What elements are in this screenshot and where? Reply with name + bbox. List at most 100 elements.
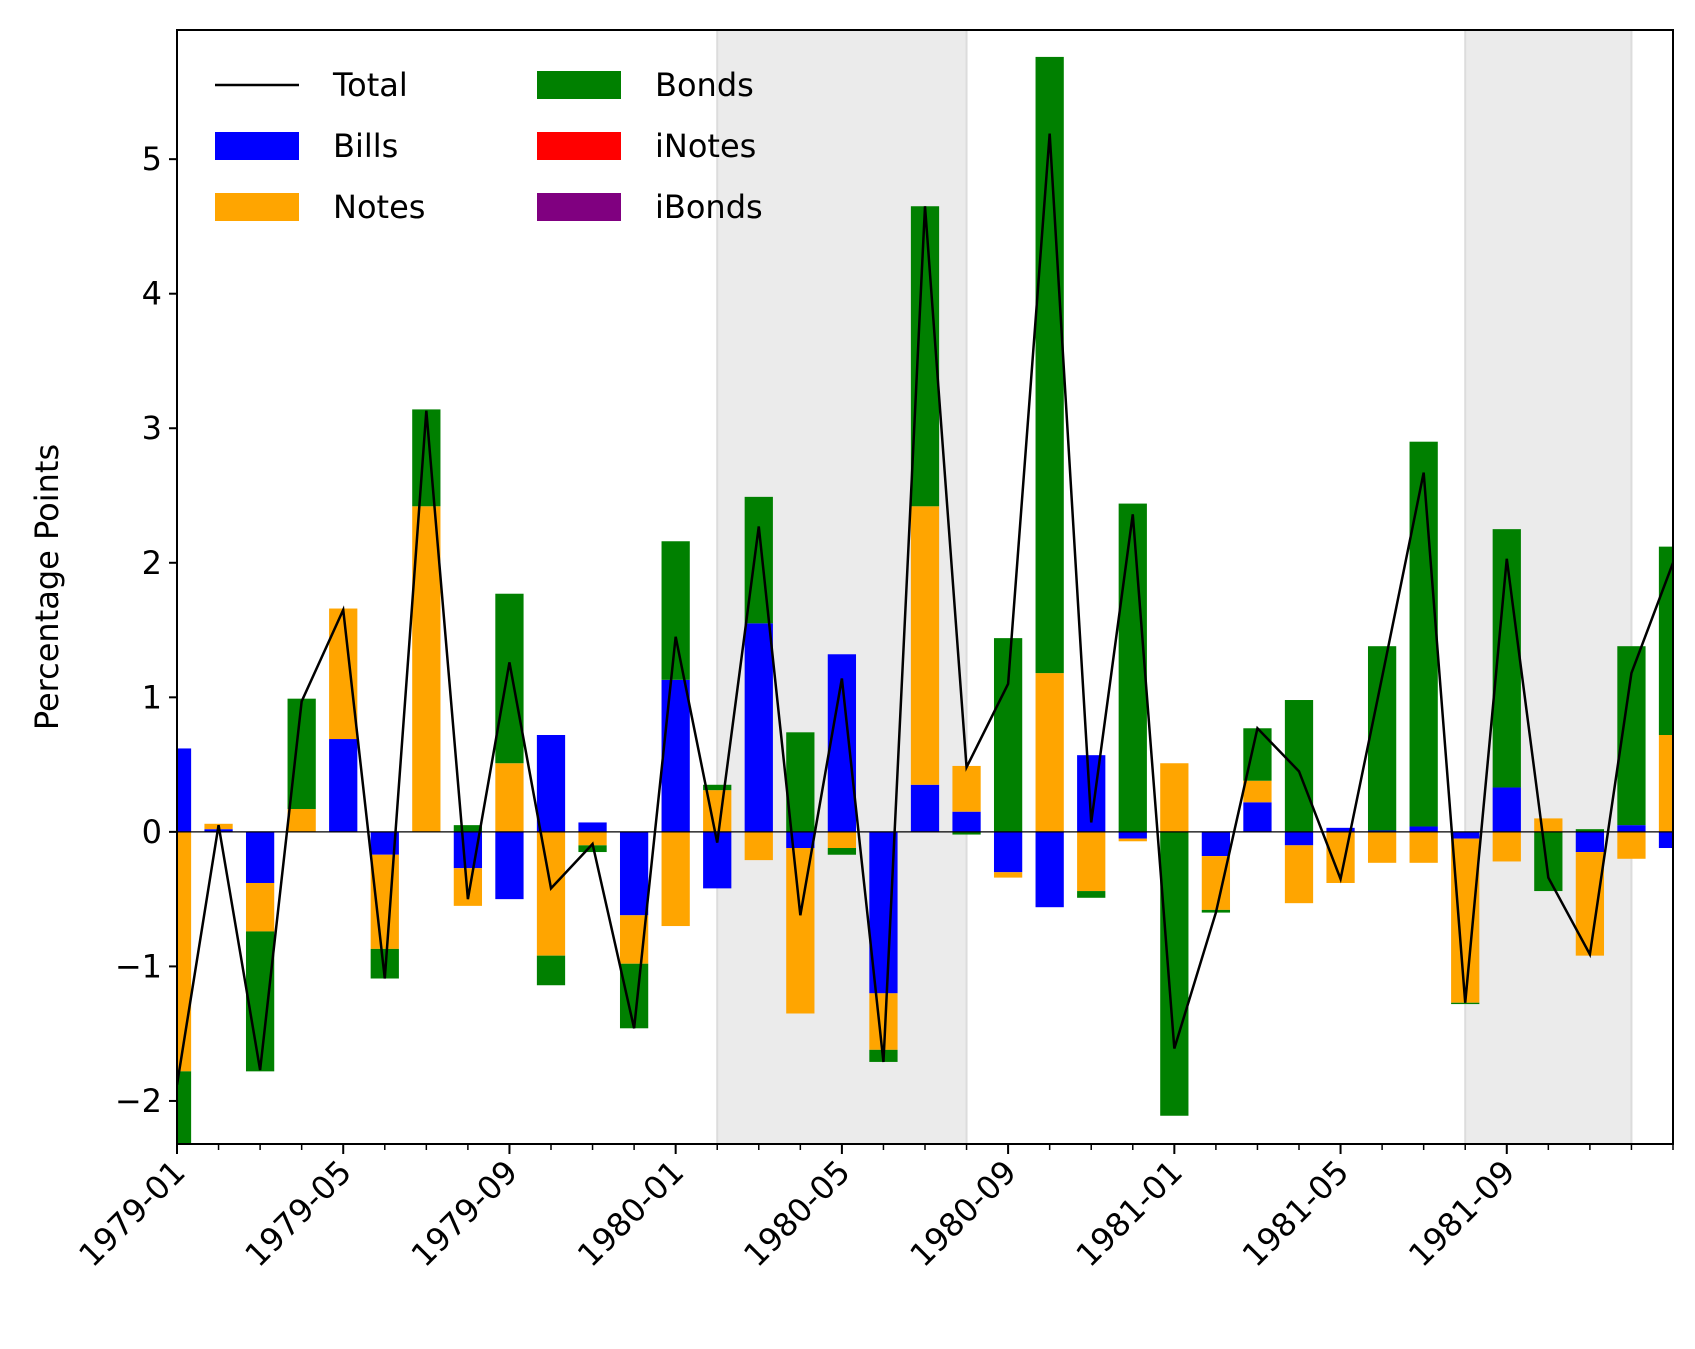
bar bbox=[1451, 831, 1480, 839]
bar bbox=[412, 506, 441, 832]
x-tick-label: 1979-01 bbox=[71, 1153, 192, 1274]
bar bbox=[1035, 56, 1064, 674]
bar bbox=[993, 872, 1023, 878]
bar bbox=[245, 931, 275, 1072]
bar bbox=[495, 593, 524, 764]
bar bbox=[910, 506, 940, 785]
bar bbox=[495, 831, 524, 900]
bar bbox=[370, 831, 399, 855]
bar bbox=[1492, 831, 1521, 862]
bar bbox=[1035, 673, 1064, 832]
bar bbox=[952, 765, 981, 812]
bar bbox=[536, 734, 566, 832]
bar bbox=[245, 882, 275, 932]
bar bbox=[177, 748, 192, 832]
legend-handle bbox=[215, 132, 299, 160]
bar bbox=[1160, 763, 1189, 832]
bar bbox=[744, 623, 773, 832]
legend-handle bbox=[537, 193, 621, 221]
bar bbox=[1492, 787, 1521, 832]
bar bbox=[1409, 831, 1438, 863]
x-tick-label: 1980-01 bbox=[570, 1153, 691, 1274]
bar bbox=[1201, 856, 1231, 910]
legend-label: iBonds bbox=[655, 188, 763, 226]
bar bbox=[245, 831, 275, 883]
bar bbox=[993, 638, 1023, 832]
bar bbox=[1284, 700, 1314, 832]
total-line bbox=[177, 133, 1673, 1085]
x-tick-label: 1981-01 bbox=[1069, 1153, 1190, 1274]
bar bbox=[1534, 831, 1563, 892]
bar bbox=[1575, 852, 1605, 956]
bar bbox=[1243, 802, 1272, 832]
y-tick-label: −1 bbox=[115, 947, 162, 985]
bar bbox=[910, 206, 940, 507]
bar bbox=[827, 831, 857, 849]
legend-handle bbox=[215, 193, 299, 221]
legend-label: Bonds bbox=[655, 66, 754, 104]
x-tick-label: 1980-09 bbox=[902, 1153, 1023, 1274]
bar bbox=[287, 808, 316, 832]
bar bbox=[619, 831, 649, 916]
y-tick-label: 5 bbox=[142, 140, 162, 178]
bar bbox=[1617, 825, 1646, 832]
bar bbox=[329, 739, 358, 832]
legend-label: iNotes bbox=[655, 127, 756, 165]
bar bbox=[578, 831, 607, 846]
x-tick-label: 1981-09 bbox=[1401, 1153, 1522, 1274]
bar bbox=[661, 679, 690, 832]
bar bbox=[1077, 831, 1106, 892]
bar bbox=[1118, 838, 1147, 842]
bar bbox=[1451, 838, 1480, 1003]
y-tick-label: 4 bbox=[142, 275, 162, 313]
bar bbox=[1367, 831, 1397, 863]
bar bbox=[1284, 831, 1314, 846]
bar bbox=[1118, 831, 1147, 839]
legend-handle bbox=[537, 132, 621, 160]
bar bbox=[1617, 831, 1646, 859]
bar bbox=[1409, 826, 1438, 832]
bar bbox=[536, 955, 566, 986]
bar bbox=[1326, 827, 1355, 832]
bar bbox=[1534, 818, 1563, 832]
bar bbox=[1118, 503, 1147, 832]
bar bbox=[952, 811, 981, 832]
bar bbox=[1160, 831, 1189, 1116]
y-tick-label: 2 bbox=[142, 544, 162, 582]
bar bbox=[1367, 830, 1397, 832]
bar bbox=[1284, 845, 1314, 904]
legend-label: Notes bbox=[333, 188, 425, 226]
legend-handle bbox=[537, 71, 621, 99]
bar bbox=[1243, 780, 1272, 803]
bar bbox=[1451, 1002, 1480, 1005]
bar bbox=[453, 825, 483, 832]
bar bbox=[744, 831, 773, 861]
bar bbox=[1658, 734, 1673, 832]
bar bbox=[536, 831, 566, 956]
bar bbox=[1575, 829, 1605, 832]
y-tick-label: 3 bbox=[142, 409, 162, 447]
x-tick-label: 1979-09 bbox=[404, 1153, 525, 1274]
bar bbox=[1409, 441, 1438, 827]
x-tick-label: 1981-05 bbox=[1235, 1153, 1356, 1274]
bar bbox=[661, 541, 690, 680]
x-tick-label: 1980-05 bbox=[736, 1153, 857, 1274]
shaded-span bbox=[1464, 30, 1633, 1144]
legend-label: Bills bbox=[333, 127, 398, 165]
bar bbox=[786, 732, 815, 832]
bar bbox=[1077, 891, 1106, 898]
bar bbox=[703, 784, 732, 791]
bar bbox=[661, 831, 690, 927]
bar bbox=[1658, 831, 1673, 849]
bar bbox=[952, 831, 981, 835]
bar bbox=[329, 608, 358, 740]
bar bbox=[827, 848, 857, 855]
plot-area bbox=[177, 30, 1673, 1144]
y-axis-label: Percentage Points bbox=[28, 444, 66, 730]
bar bbox=[910, 784, 940, 832]
bar bbox=[495, 763, 524, 832]
bar bbox=[1201, 831, 1231, 857]
bar bbox=[1035, 831, 1064, 908]
bar bbox=[578, 822, 607, 832]
